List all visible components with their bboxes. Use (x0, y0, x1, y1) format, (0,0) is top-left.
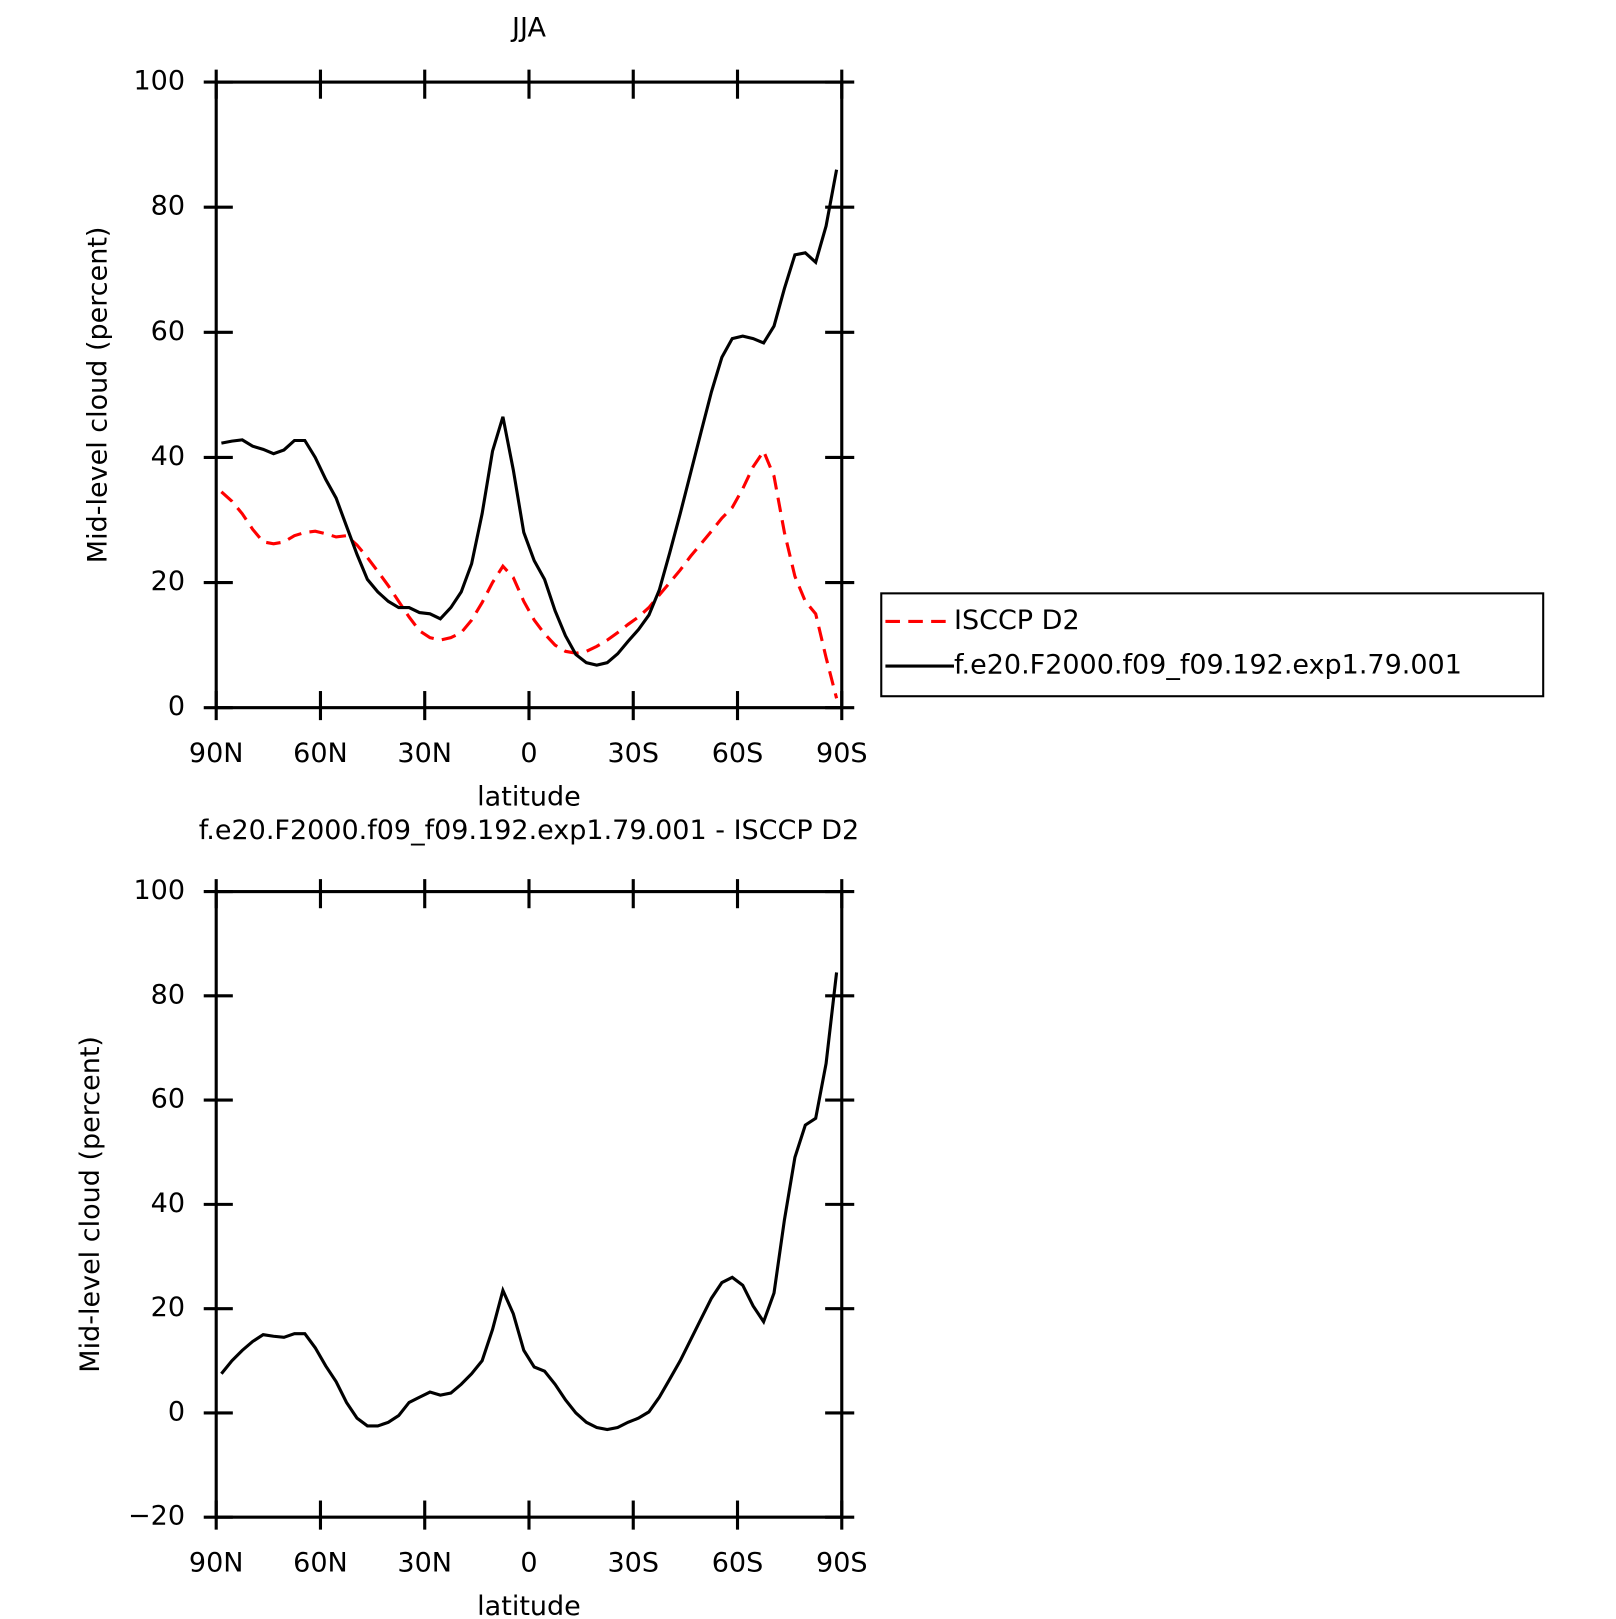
chart-title: JJA (510, 13, 546, 44)
x-tick-label: 90N (189, 1547, 244, 1578)
plot-frame (214, 80, 844, 710)
y-tick-label: 100 (133, 875, 185, 906)
y-tick-label: 60 (151, 1084, 185, 1115)
y-tick-label: 40 (151, 441, 185, 472)
x-tick-label: 30N (397, 738, 452, 769)
y-axis-label: Mid-level cloud (percent) (82, 227, 113, 564)
y-tick-label: 40 (151, 1188, 185, 1219)
x-tick-label: 90S (816, 1547, 868, 1578)
x-tick-label: 90S (816, 738, 868, 769)
x-tick-label: 30S (607, 738, 659, 769)
x-tick-label: 30S (607, 1547, 659, 1578)
x-tick-label: 60S (712, 738, 764, 769)
y-tick-label: 80 (151, 191, 185, 222)
chart-title: f.e20.F2000.f09_f09.192.exp1.79.001 - IS… (199, 815, 859, 846)
y-tick-label: 100 (133, 66, 185, 97)
x-tick-label: 0 (520, 738, 537, 769)
legend-label: f.e20.F2000.f09_f09.192.exp1.79.001 (954, 650, 1462, 681)
data-line (221, 169, 839, 667)
y-tick-label: 0 (168, 691, 185, 722)
y-tick-label: 0 (168, 1396, 185, 1427)
y-tick-label: 20 (151, 566, 185, 597)
y-tick-label: 20 (151, 1292, 185, 1323)
y-tick-label: 80 (151, 979, 185, 1010)
y-tick-label: 60 (151, 316, 185, 347)
x-tick-label: 60S (712, 1547, 764, 1578)
x-axis-label: latitude (477, 782, 581, 813)
x-tick-label: 0 (520, 1547, 537, 1578)
x-tick-label: 90N (189, 738, 244, 769)
y-axis-label: Mid-level cloud (percent) (75, 1036, 106, 1373)
x-tick-label: 30N (397, 1547, 452, 1578)
legend-label: ISCCP D2 (954, 605, 1080, 636)
x-tick-label: 60N (293, 738, 348, 769)
data-line (220, 447, 839, 699)
x-tick-label: 60N (293, 1547, 348, 1578)
legend-box (880, 592, 1545, 698)
y-tick-label: −20 (128, 1501, 185, 1532)
data-line (220, 972, 839, 1432)
plot-frame (214, 890, 844, 1519)
x-axis-label: latitude (477, 1591, 581, 1619)
